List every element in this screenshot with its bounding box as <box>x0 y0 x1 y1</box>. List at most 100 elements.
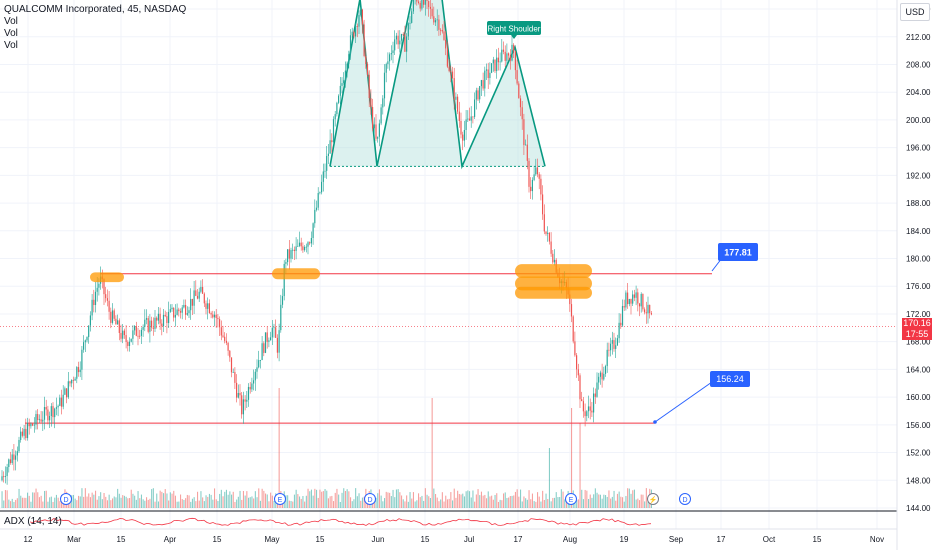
right-shoulder-label[interactable]: Right Shoulder <box>487 21 541 39</box>
candle-body <box>151 320 153 328</box>
volume-bar <box>11 498 13 508</box>
volume-bar <box>373 499 375 508</box>
time-tick-label: Apr <box>164 535 177 544</box>
candle-body <box>594 393 596 397</box>
event-marker-E[interactable]: E <box>565 493 577 505</box>
volume-bar <box>205 495 207 508</box>
volume-bar <box>81 488 83 508</box>
time-axis[interactable]: 12 Mar 15 Apr 15 May 15 Jun 15 Jul 17 Aug 19 Sep 17 Oct… <box>0 528 897 544</box>
candle-body <box>38 419 40 421</box>
candle-body <box>287 249 289 263</box>
volume-bar <box>601 498 603 508</box>
volume-bar <box>268 501 270 508</box>
event-marker-split[interactable]: ⚡ <box>647 493 659 505</box>
time-tick-label: May <box>264 535 279 544</box>
volume-bar <box>506 497 508 508</box>
candle-body <box>174 314 176 318</box>
candle-body <box>110 311 112 323</box>
volume-bar <box>399 492 401 508</box>
candle-body <box>635 292 637 298</box>
volume-bar <box>95 490 97 508</box>
indicator-vol-3[interactable]: Vol <box>4 40 18 51</box>
volume-bar <box>8 499 10 508</box>
candle-body <box>402 34 404 35</box>
price-tick-label: 212.00 <box>906 33 931 42</box>
symbol-title[interactable]: QUALCOMM Incorporated, 45, NASDAQ <box>4 4 187 15</box>
candle-body <box>412 0 414 12</box>
volume-bar <box>526 499 528 508</box>
candle-body <box>154 317 156 329</box>
candle-body <box>360 9 362 15</box>
volume-bar <box>212 499 214 508</box>
indicator-vol-1[interactable]: Vol <box>4 16 18 27</box>
candle-body <box>18 439 20 452</box>
candle-body <box>428 1 430 7</box>
volume-bar <box>351 501 353 508</box>
candle-body <box>434 20 437 23</box>
volume-bar <box>123 495 125 508</box>
event-marker-E[interactable]: E <box>274 493 286 505</box>
volume-bar <box>545 493 547 508</box>
candle-body <box>232 372 234 373</box>
candle-body <box>424 0 426 5</box>
candle-body <box>548 232 550 242</box>
candle-body <box>394 39 396 51</box>
volume-bar <box>594 488 596 508</box>
volume-bar <box>76 500 78 508</box>
candle-body <box>613 340 615 349</box>
volume-bar <box>23 497 25 508</box>
event-marker-D[interactable]: D <box>60 493 72 505</box>
candle-body <box>152 327 154 329</box>
candle-body <box>632 294 634 304</box>
candle-body <box>460 120 462 135</box>
candle-body <box>254 371 256 381</box>
candle-body <box>479 86 481 100</box>
time-tick-label: Aug <box>563 535 577 544</box>
volume-bar <box>86 496 88 508</box>
price-axis[interactable]: 144.00 148.00 152.00 156.00 160.00 164.00 168.… <box>896 0 931 550</box>
adx-indicator-label[interactable]: ADX (14, 14) <box>4 516 62 527</box>
volume-bar <box>547 498 549 508</box>
candle-body <box>491 63 493 73</box>
volume-bar <box>450 492 452 508</box>
event-markers[interactable]: D E D E ⚡ D <box>60 493 691 505</box>
candle-body <box>266 332 268 342</box>
volume-bar <box>637 498 639 508</box>
candle-body <box>623 306 625 308</box>
candle-body <box>502 49 505 52</box>
event-marker-D[interactable]: D <box>679 493 691 505</box>
price-tick-label: 160.00 <box>906 393 931 402</box>
volume-bar <box>142 499 144 508</box>
candle-body <box>645 312 647 314</box>
candle-body <box>191 298 193 306</box>
volume-bar <box>414 501 416 508</box>
volume-bar <box>88 493 90 508</box>
currency-button[interactable]: USD <box>900 3 930 21</box>
candle-body <box>319 192 321 194</box>
candle-body <box>382 98 384 108</box>
candle-body <box>348 54 350 64</box>
volume-bar <box>21 497 23 508</box>
volume-bar <box>300 498 302 508</box>
candle-body <box>620 322 622 326</box>
volume-bar <box>535 501 537 508</box>
event-marker-D[interactable]: D <box>364 493 376 505</box>
volume-bar <box>344 491 346 508</box>
volume-bar <box>548 448 550 508</box>
volume-bar <box>331 495 333 508</box>
candle-body <box>550 241 552 254</box>
volume-bar <box>577 499 579 508</box>
time-tick-label: Oct <box>763 535 776 544</box>
candle-body <box>353 31 355 37</box>
candle-body <box>205 303 207 309</box>
level-label-high[interactable]: 177.81 <box>711 243 758 272</box>
level-label-low[interactable]: 156.24 <box>653 371 750 424</box>
candle-body <box>185 304 187 315</box>
candle-body <box>640 293 642 307</box>
volume-bar <box>6 490 8 508</box>
candle-body <box>159 313 161 324</box>
indicator-vol-2[interactable]: Vol <box>4 28 18 39</box>
candle-body <box>307 242 309 247</box>
candle-body <box>650 313 652 315</box>
